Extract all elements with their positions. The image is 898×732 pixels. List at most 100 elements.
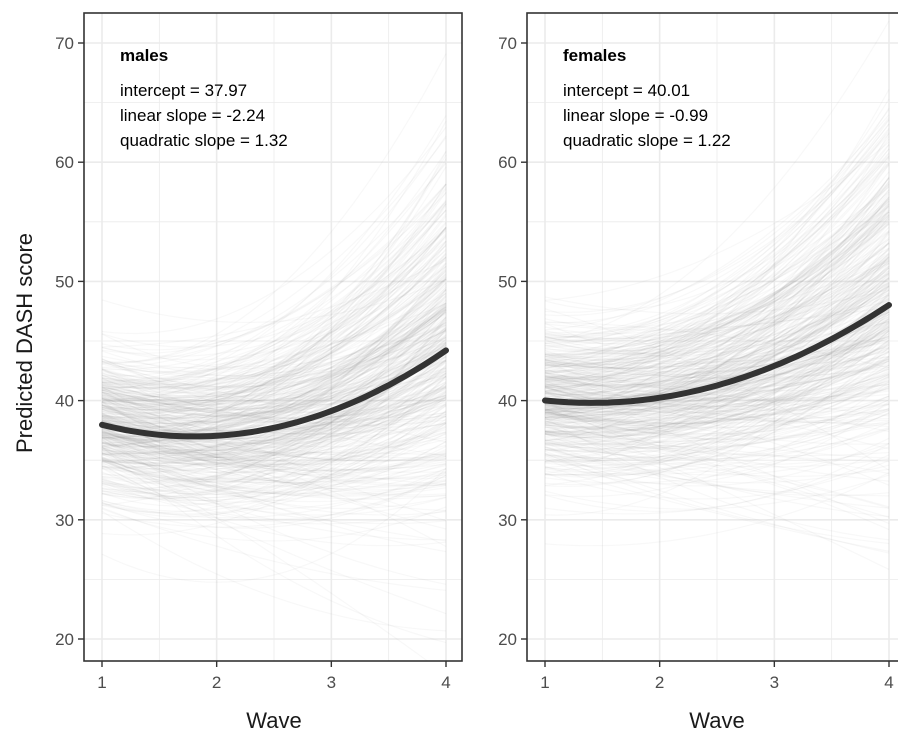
females-individual-line <box>544 136 890 387</box>
females-individual-line <box>544 298 890 421</box>
females-individual-line <box>544 409 890 428</box>
males-individual-line <box>101 256 447 485</box>
males-individual-line <box>101 363 447 443</box>
females-individual-line <box>544 305 890 474</box>
males-individual-line <box>101 412 447 463</box>
females-individual-line <box>544 144 890 367</box>
males-individual-line <box>101 266 447 361</box>
males-individual-line <box>101 456 447 503</box>
males-individual-line <box>101 396 447 455</box>
males-x-tick-label: 4 <box>441 673 450 692</box>
males-individual-line <box>101 271 447 399</box>
males-individual-line <box>101 431 447 457</box>
males-individual-line <box>101 227 447 390</box>
females-individual-line <box>544 357 890 433</box>
females-individual-line <box>544 252 890 399</box>
females-individual-line <box>544 259 890 411</box>
males-individual-line <box>101 394 447 483</box>
males-individual-line <box>101 302 447 409</box>
panel-males: males intercept = 37.97 linear slope = -… <box>55 12 463 732</box>
females-individual-line <box>544 119 890 317</box>
males-individual-line <box>101 307 447 406</box>
females-individual-line <box>544 381 890 498</box>
females-individual-line <box>544 195 890 415</box>
females-individual-line <box>544 144 890 338</box>
females-individual-line <box>544 211 890 366</box>
males-individual-line <box>101 227 447 446</box>
females-individual-line <box>544 422 890 518</box>
females-individual-line <box>544 132 890 441</box>
females-individual-line <box>544 258 890 369</box>
males-individual-line <box>101 302 447 381</box>
females-individual-line <box>544 274 890 399</box>
males-individual-line <box>101 358 447 457</box>
males-individual-line <box>101 340 447 417</box>
females-individual-line <box>544 213 890 335</box>
females-individual-line <box>544 413 890 476</box>
females-individual-line <box>544 201 890 394</box>
males-individual-line <box>101 372 447 480</box>
males-individual-line <box>101 422 447 516</box>
males-individual-line <box>101 426 447 473</box>
females-individual-line <box>544 432 890 497</box>
males-individual-line <box>101 184 447 351</box>
males-individual-line <box>101 341 447 417</box>
males-individual-line <box>101 328 447 507</box>
males-individual-line <box>101 199 447 425</box>
males-individual-line <box>101 343 447 453</box>
males-individual-line <box>101 439 447 510</box>
males-plot-background <box>84 13 462 661</box>
females-individual-line <box>544 278 890 411</box>
males-individual-line <box>101 298 447 398</box>
females-individual-line <box>544 271 890 389</box>
females-individual-line <box>544 272 890 362</box>
males-individual-line <box>101 227 447 402</box>
males-individual-line <box>101 510 447 632</box>
males-individual-line <box>101 395 447 424</box>
males-individual-line <box>101 209 447 386</box>
females-individual-line <box>544 155 890 369</box>
females-individual-line <box>544 410 890 463</box>
males-individual-line <box>101 447 429 661</box>
males-individual-line <box>101 461 447 484</box>
males-individual-line <box>101 386 447 435</box>
males-individual-line <box>101 256 447 389</box>
panel-females-intercept: intercept = 40.01 <box>563 81 690 100</box>
females-individual-line <box>544 155 890 395</box>
females-individual-line <box>544 385 890 435</box>
females-individual-line <box>544 231 890 351</box>
males-individual-line <box>101 337 447 389</box>
males-individual-line <box>101 375 447 425</box>
females-individual-line <box>544 378 890 449</box>
males-individual-line <box>101 425 447 502</box>
females-individual-line <box>544 387 890 429</box>
males-individual-line <box>101 453 447 494</box>
males-individual-line <box>101 402 447 490</box>
females-individual-line <box>544 350 890 373</box>
females-individual-line <box>544 205 890 329</box>
males-individual-line <box>101 422 447 495</box>
males-individual-line <box>101 257 447 392</box>
females-individual-line <box>544 148 890 374</box>
females-individual-line <box>544 330 890 434</box>
males-individual-line <box>101 428 447 466</box>
females-y-tick-label: 30 <box>498 511 517 530</box>
males-individual-line <box>101 303 447 383</box>
males-individual-line <box>101 120 447 416</box>
males-individual-line <box>101 166 447 424</box>
females-individual-line <box>544 336 890 380</box>
females-individual-line <box>544 347 890 414</box>
males-individual-line <box>101 311 447 419</box>
females-individual-line <box>544 335 890 413</box>
males-individual-line <box>101 432 447 488</box>
females-individual-line <box>544 131 890 324</box>
females-individual-line <box>544 133 890 313</box>
males-individual-line <box>101 241 447 419</box>
females-individual-line <box>544 326 890 434</box>
females-individual-line <box>544 430 890 531</box>
males-individual-line <box>101 293 447 373</box>
females-individual-line <box>544 307 890 416</box>
males-individual-line <box>101 226 447 408</box>
females-individual-line <box>544 358 890 413</box>
females-individual-line <box>544 325 890 430</box>
